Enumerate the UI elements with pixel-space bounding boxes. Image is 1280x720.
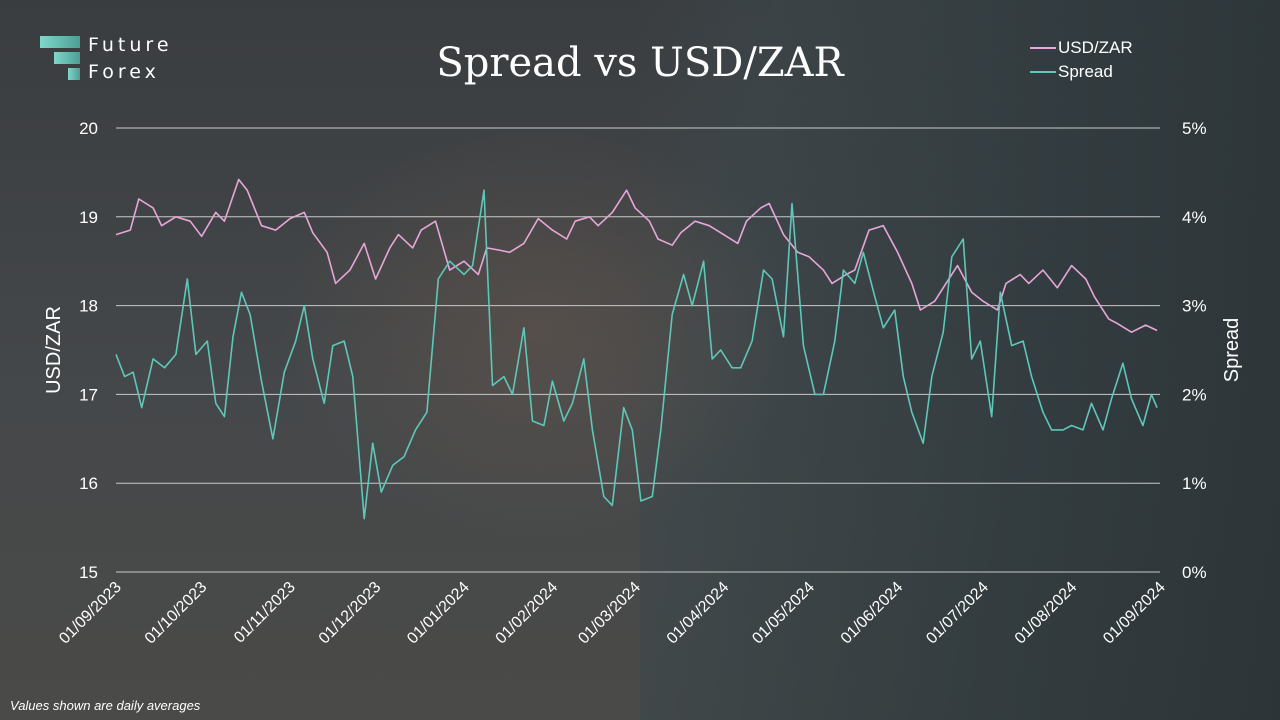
logo-text-line2: Forex (88, 61, 160, 83)
x-axis-ticks: 01/09/2023 01/10/2023 01/11/2023 01/12/2023… (56, 579, 1169, 648)
y-tick-label: 16 (79, 474, 98, 493)
y-tick-label: 19 (79, 208, 98, 227)
chart-legend: USD/ZAR Spread (1030, 36, 1133, 84)
footnote: Values shown are daily averages (10, 698, 201, 713)
y2-tick-label: 3% (1182, 297, 1207, 316)
right-axis-ticks: 0% 1% 2% 3% 4% 5% (1182, 119, 1207, 582)
y2-tick-label: 1% (1182, 474, 1207, 493)
y-tick-label: 17 (79, 385, 98, 404)
legend-swatch-spread (1030, 71, 1056, 73)
logo-bar (68, 68, 80, 80)
x-tick-label: 01/03/2024 (575, 579, 644, 648)
y2-tick-label: 0% (1182, 563, 1207, 582)
legend-label-usdzar: USD/ZAR (1058, 38, 1133, 57)
left-axis-ticks: 15 16 17 18 19 20 (79, 119, 98, 582)
legend-label-spread: Spread (1058, 62, 1113, 81)
y2-tick-label: 4% (1182, 208, 1207, 227)
x-tick-label: 01/06/2024 (838, 579, 907, 648)
x-tick-label: 01/08/2024 (1012, 579, 1081, 648)
logo-bar (40, 36, 80, 48)
y-tick-label: 20 (79, 119, 98, 138)
x-tick-label: 01/04/2024 (664, 579, 733, 648)
x-tick-label: 01/11/2023 (231, 579, 299, 647)
usdzar-line (115, 178, 1158, 333)
logo-bar (54, 52, 80, 64)
y2-tick-label: 5% (1182, 119, 1207, 138)
background-building (640, 0, 1280, 720)
x-tick-label: 01/10/2023 (142, 579, 211, 648)
legend-swatch-usdzar (1030, 47, 1056, 49)
logo-text-line1: Future (88, 34, 173, 56)
y-tick-label: 18 (79, 297, 98, 316)
x-tick-label: 01/02/2024 (493, 579, 562, 648)
legend-item-spread: Spread (1030, 60, 1133, 84)
y-tick-label: 15 (79, 563, 98, 582)
background-glow (280, 120, 800, 540)
x-tick-label: 01/09/2024 (1100, 579, 1169, 648)
x-tick-label: 01/09/2023 (56, 579, 125, 648)
right-axis-label: Spread (1221, 318, 1243, 383)
x-tick-label: 01/07/2024 (923, 579, 992, 648)
chart-title: Spread vs USD/ZAR (436, 40, 844, 86)
y2-tick-label: 2% (1182, 385, 1207, 404)
spread-line (115, 189, 1158, 520)
series-lines (115, 178, 1158, 520)
left-axis-label: USD/ZAR (43, 306, 65, 394)
gridlines (116, 127, 1160, 573)
legend-item-usdzar: USD/ZAR (1030, 36, 1133, 60)
future-forex-logo: Future Forex (40, 34, 200, 86)
x-tick-label: 01/05/2024 (749, 579, 818, 648)
x-tick-label: 01/12/2023 (316, 579, 385, 648)
x-tick-label: 01/01/2024 (404, 579, 473, 648)
